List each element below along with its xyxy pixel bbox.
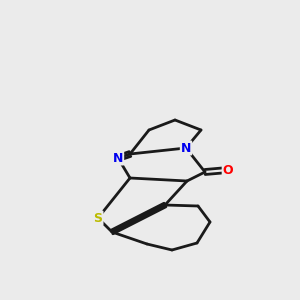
- Text: N: N: [181, 142, 191, 154]
- Text: S: S: [94, 212, 103, 224]
- Text: N: N: [113, 152, 123, 164]
- Text: O: O: [223, 164, 233, 176]
